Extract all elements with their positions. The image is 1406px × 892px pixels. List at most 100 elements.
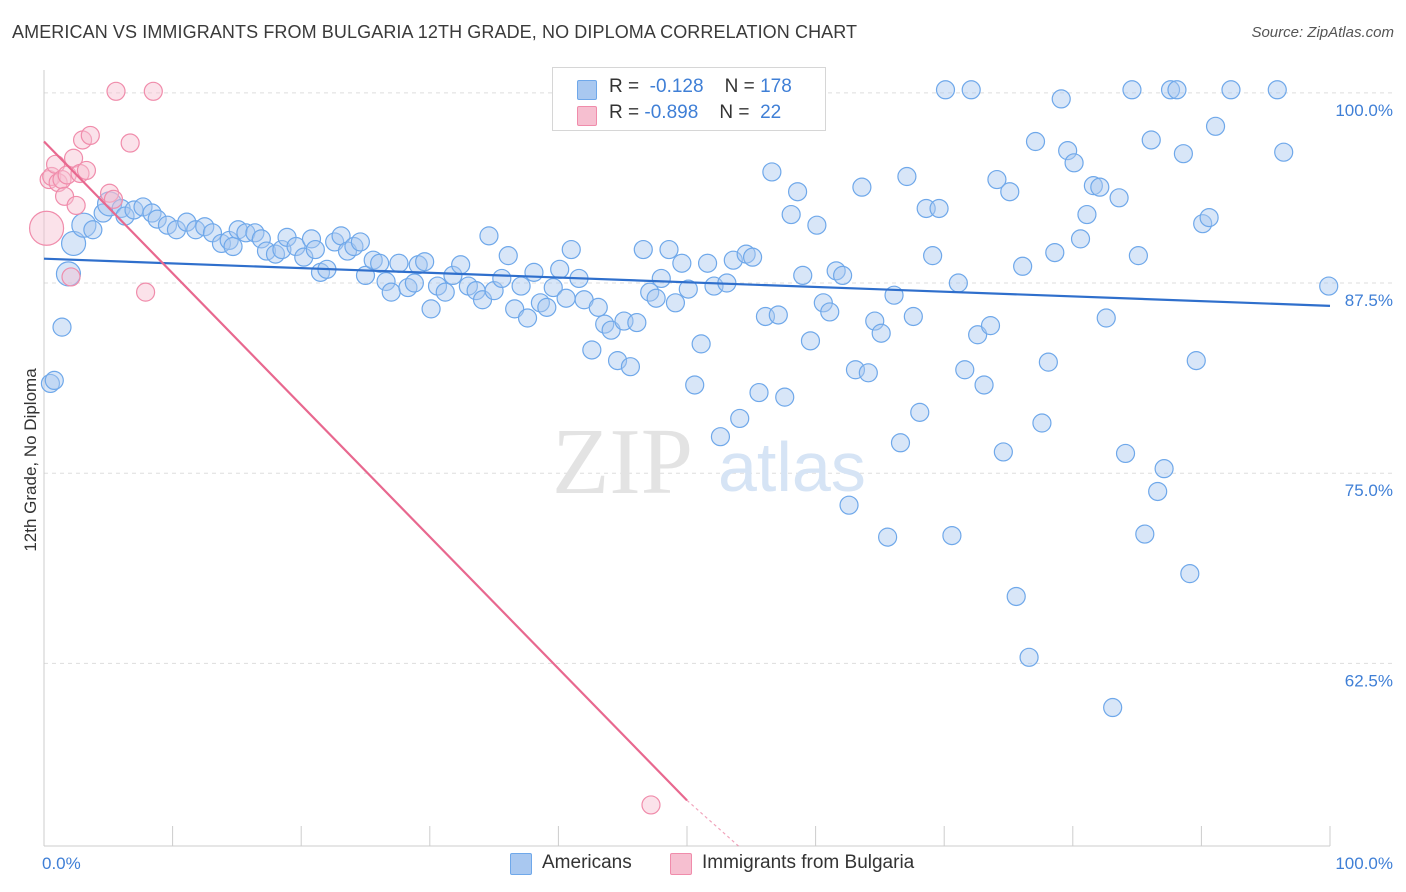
americans-point: [665, 293, 686, 313]
americans-point: [1000, 182, 1020, 202]
source-label: Source: ZipAtlas.com: [1251, 24, 1394, 41]
americans-point: [305, 239, 325, 260]
americans-point: [1180, 564, 1200, 584]
americans-point: [517, 308, 538, 328]
legend-swatch-bulgaria: [670, 853, 692, 875]
americans-point: [800, 331, 821, 351]
bulgaria-trend-extension: [686, 799, 739, 847]
americans-point: [787, 182, 808, 202]
legend-row-bulgaria: R = -0.898 N = 22: [553, 102, 781, 128]
bulgaria-point: [143, 81, 163, 101]
chart-title: AMERICAN VS IMMIGRANTS FROM BULGARIA 12T…: [12, 22, 858, 42]
bulgaria-point: [28, 210, 65, 246]
americans-point: [1109, 188, 1129, 208]
americans-point: [620, 357, 641, 377]
legend-swatch-americans: [510, 853, 532, 875]
americans-point: [588, 297, 608, 317]
americans-point: [1025, 131, 1046, 152]
legend-n-value: 22: [760, 102, 782, 123]
americans-point: [955, 360, 975, 380]
americans-point: [301, 229, 322, 249]
legend-label-americans: Americans: [542, 852, 632, 873]
bulgaria-trend-line: [43, 140, 688, 802]
americans-point: [646, 288, 666, 308]
americans-point: [807, 215, 827, 235]
americans-point: [1122, 80, 1142, 100]
americans-point: [768, 305, 788, 325]
americans-point: [381, 282, 401, 302]
americans-point: [781, 204, 801, 225]
americans-point: [903, 306, 923, 327]
bulgaria-point: [641, 795, 661, 815]
americans-point: [1070, 229, 1091, 249]
americans-point: [871, 323, 891, 343]
bulgaria-point: [80, 125, 100, 146]
americans-point: [1045, 242, 1065, 263]
americans-point: [1186, 351, 1206, 371]
americans-point: [730, 408, 750, 429]
americans-point: [1167, 80, 1187, 100]
americans-point: [415, 252, 435, 272]
watermark-zip: ZIP: [552, 410, 693, 514]
americans-point: [1019, 647, 1039, 667]
bulgaria-point: [76, 160, 97, 181]
americans-point: [980, 316, 1001, 336]
americans-point: [44, 370, 64, 390]
americans-point: [987, 169, 1007, 190]
americans-point: [427, 276, 448, 296]
americans-point: [1103, 697, 1123, 718]
americans-point: [672, 253, 692, 273]
americans-point: [1141, 130, 1161, 150]
americans-point: [775, 387, 795, 407]
legend-n-label: N =: [724, 76, 755, 97]
legend-n-value: 178: [760, 76, 792, 97]
americans-point: [389, 253, 409, 273]
americans-point: [993, 442, 1013, 462]
americans-point: [1148, 481, 1168, 502]
americans-point: [742, 247, 763, 267]
bulgaria-point: [103, 189, 124, 209]
americans-point: [376, 271, 396, 292]
americans-point: [294, 247, 314, 267]
bulgaria-point: [135, 282, 156, 302]
americans-point: [435, 282, 455, 302]
bulgaria-point: [120, 133, 140, 153]
americans-point: [1051, 89, 1071, 109]
americans-point: [890, 433, 911, 453]
americans-point: [685, 375, 705, 395]
americans-point: [1115, 443, 1136, 464]
americans-point: [691, 334, 711, 354]
legend-r-label: R =: [609, 102, 640, 123]
legend-r-value: -0.898: [644, 102, 699, 123]
bulgaria-point: [106, 81, 126, 101]
americans-point: [195, 217, 215, 237]
legend-label-bulgaria: Immigrants from Bulgaria: [702, 852, 915, 873]
americans-point: [1077, 204, 1097, 225]
americans-point: [484, 281, 504, 301]
americans-point: [1064, 153, 1084, 173]
y-tick-label: 62.5%: [1345, 671, 1393, 690]
americans-point: [1032, 413, 1052, 433]
americans-point: [166, 220, 187, 240]
americans-point: [350, 232, 370, 252]
americans-point: [1013, 256, 1033, 276]
americans-point: [1274, 142, 1294, 162]
americans-point: [543, 277, 563, 298]
americans-point: [897, 166, 917, 187]
americans-point: [272, 239, 292, 260]
americans-point: [749, 382, 769, 403]
americans-point: [1221, 80, 1241, 100]
americans-point: [1319, 276, 1339, 296]
americans-point: [1006, 586, 1026, 607]
americans-point: [852, 177, 872, 197]
americans-point: [961, 80, 981, 100]
americans-point: [561, 239, 581, 260]
americans-point: [633, 239, 653, 260]
americans-point: [1090, 177, 1110, 197]
americans-point: [1058, 141, 1078, 161]
americans-point: [1135, 524, 1155, 544]
americans-point: [627, 312, 647, 333]
americans-point: [678, 279, 698, 299]
x-tick-label: 100.0%: [1335, 854, 1393, 873]
americans-point: [228, 220, 248, 240]
